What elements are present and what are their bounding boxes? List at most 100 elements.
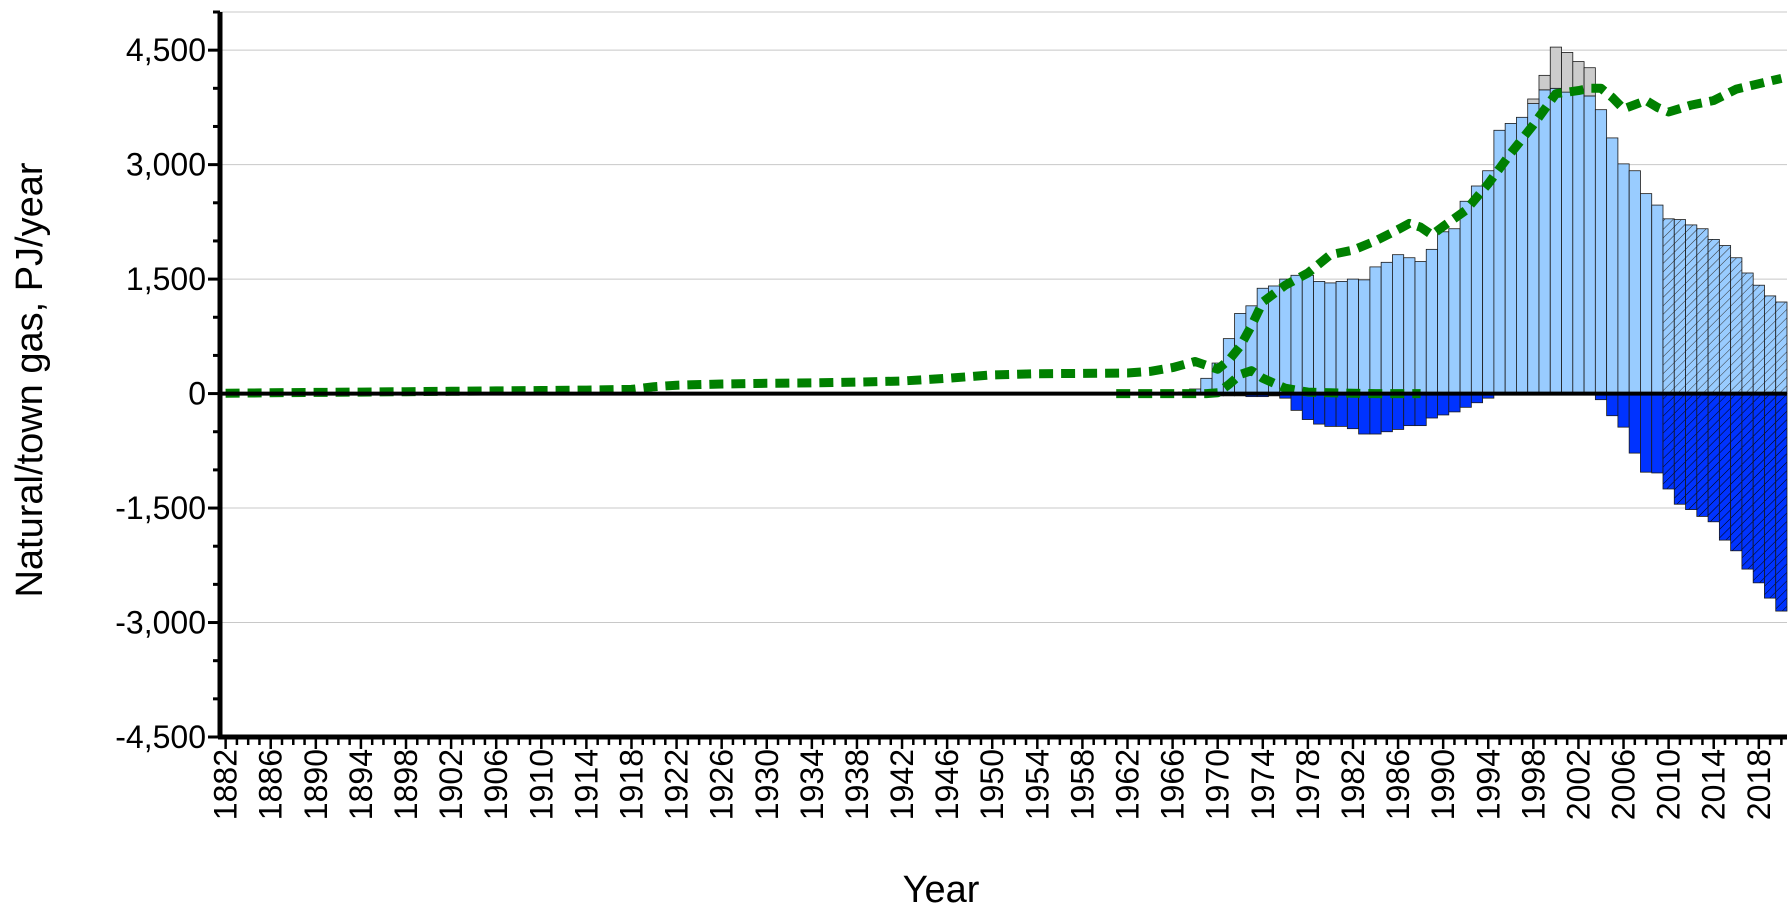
- net-exports-bar: [1301, 393, 1314, 420]
- production-bar: [1549, 87, 1562, 394]
- net-exports-bar: [1673, 393, 1686, 505]
- x-tick-label: 1990: [1425, 749, 1461, 820]
- production-bar: [1775, 301, 1788, 394]
- production-bar: [1437, 231, 1450, 394]
- net-exports-bar: [1448, 393, 1461, 413]
- x-tick-label: 1926: [704, 749, 740, 820]
- x-tick-label: 2014: [1696, 749, 1732, 820]
- net-exports-bar: [1617, 393, 1630, 428]
- x-tick-label: 1954: [1019, 749, 1055, 820]
- net-exports-bar: [1324, 393, 1337, 427]
- net-exports-bar: [1313, 393, 1326, 425]
- bars: [1166, 46, 1788, 612]
- production-bar: [1279, 278, 1292, 394]
- production-bar: [1696, 228, 1709, 394]
- production-bar: [1459, 200, 1472, 394]
- x-tick-label: 1938: [839, 749, 875, 820]
- x-axis-title: Year: [903, 869, 980, 911]
- x-tick-label: 1910: [523, 749, 559, 820]
- x-tick-label: 2006: [1606, 749, 1642, 820]
- net-exports-bar: [1369, 393, 1382, 435]
- production-bar: [1538, 89, 1551, 394]
- net-exports-bar: [1662, 393, 1675, 490]
- net-exports-bar: [1335, 393, 1348, 427]
- net-exports-bar: [1696, 393, 1709, 517]
- x-tick-label: 1958: [1064, 749, 1100, 820]
- production-bar: [1707, 239, 1720, 394]
- production-bar: [1561, 91, 1574, 394]
- x-tick-label: 1966: [1155, 749, 1191, 820]
- production-bar: [1313, 280, 1326, 394]
- net-exports-bar: [1651, 393, 1664, 474]
- production-bar: [1470, 185, 1484, 394]
- production-bar: [1662, 218, 1675, 394]
- net-exports-bar: [1414, 393, 1427, 427]
- net-exports-bar: [1425, 393, 1438, 419]
- production-bar: [1628, 170, 1641, 394]
- production-bar: [1527, 103, 1540, 394]
- x-tick-label: 2018: [1741, 749, 1777, 820]
- production-bar: [1583, 95, 1596, 394]
- x-tick-label: 1994: [1470, 749, 1506, 820]
- x-tick-label: 1914: [568, 749, 604, 820]
- production-bar: [1640, 193, 1653, 394]
- production-bar: [1752, 284, 1765, 394]
- x-tick-label: 1942: [884, 749, 920, 820]
- production-bar: [1572, 91, 1585, 394]
- net-exports-bar: [1775, 393, 1788, 612]
- production-bar: [1369, 266, 1382, 394]
- x-tick-label: 1894: [343, 749, 379, 820]
- consumption-line: [225, 74, 1783, 398]
- x-tick-label: 1898: [388, 749, 424, 820]
- y-tick-label: 3,000: [126, 147, 206, 183]
- x-tick-label: 1986: [1380, 749, 1416, 820]
- x-tick-label: 2002: [1560, 749, 1596, 820]
- production-bar: [1403, 257, 1416, 394]
- production-bar: [1346, 278, 1360, 394]
- net-exports-bar: [1346, 393, 1360, 430]
- production-bar: [1425, 248, 1438, 394]
- net-exports-bar: [1764, 393, 1777, 599]
- net-exports-bar: [1358, 393, 1371, 435]
- production-other-bar: [1549, 46, 1562, 89]
- production-bar: [1617, 163, 1630, 394]
- production-bar: [1358, 279, 1371, 394]
- net-exports-bar: [1392, 393, 1405, 430]
- production-bar: [1290, 274, 1303, 394]
- production-bar: [1482, 170, 1495, 394]
- y-tick-label: -4,500: [115, 719, 206, 755]
- x-tick-label: 1930: [749, 749, 785, 820]
- x-tick-label: 1970: [1200, 749, 1236, 820]
- net-exports-bar: [1380, 393, 1393, 433]
- x-tick-label: 1886: [253, 749, 289, 820]
- production-other-bar: [1561, 52, 1574, 93]
- production-bar: [1673, 219, 1686, 394]
- x-tick-label: 2010: [1651, 749, 1687, 820]
- x-tick-label: 1946: [929, 749, 965, 820]
- x-tick-label: 1974: [1245, 749, 1281, 820]
- production-bar: [1685, 224, 1698, 394]
- x-tick-label: 1934: [794, 749, 830, 820]
- net-exports-bar: [1459, 393, 1472, 408]
- y-tick-label: 1,500: [126, 261, 206, 297]
- net-exports-bar: [1752, 393, 1765, 584]
- x-tick-label: 1918: [614, 749, 650, 820]
- x-tick-label: 1982: [1335, 749, 1371, 820]
- x-tick-label: 1950: [974, 749, 1010, 820]
- x-tick-label: 1978: [1290, 749, 1326, 820]
- net-exports-bar: [1741, 393, 1754, 570]
- production-other-bar: [1527, 98, 1540, 104]
- net-exports-bar: [1437, 393, 1450, 416]
- production-bar: [1718, 245, 1732, 394]
- production-bar: [1380, 261, 1393, 394]
- production-bar: [1448, 228, 1461, 394]
- y-tick-label: -3,000: [115, 605, 206, 641]
- y-tick-label: -1,500: [115, 490, 206, 526]
- production-bar: [1324, 282, 1337, 394]
- net-exports-bar: [1290, 393, 1303, 411]
- x-tick-label: 1998: [1515, 749, 1551, 820]
- net-exports-bar: [1707, 393, 1720, 523]
- x-tick-label: 1890: [298, 749, 334, 820]
- production-bar: [1741, 272, 1754, 394]
